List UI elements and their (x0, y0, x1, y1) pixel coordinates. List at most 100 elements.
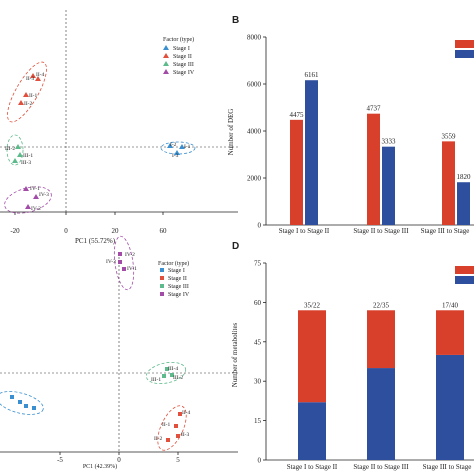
panel-c-xtick: 0 (117, 456, 121, 464)
panel-c-point-label: III-4 (168, 366, 178, 372)
panel-d-ytick: 75 (254, 260, 262, 268)
panel-d-bar-segment (436, 310, 464, 355)
panel-a-legend-marker (163, 53, 169, 58)
panel-a-point (17, 152, 23, 157)
panel-a-point-label: IV-1 (30, 186, 40, 192)
panel-c-legend-entry: Stage I (168, 268, 185, 274)
panel-c-legend-entry: Stage IV (168, 292, 190, 298)
panel-a-legend-entry: Stage II (173, 54, 192, 60)
panel-b-data-label: 3559 (442, 132, 457, 140)
panel-a-xlabel: PC1 (55.72%) (75, 237, 116, 245)
panel-a-point (23, 186, 29, 191)
panel-b-ylabel: Number of DEG (227, 109, 235, 156)
panel-b-category: Stage III to Stage (421, 227, 470, 235)
panel-c-point-label: IV-2 (125, 252, 135, 258)
panel-d-category: Stage II to Stage III (353, 463, 409, 471)
panel-b-legend-swatch (455, 40, 474, 48)
panel-c-legend-title: Factor (type) (158, 260, 189, 267)
panel-b-legend-swatch (455, 50, 474, 58)
panel-a-point (174, 150, 180, 155)
panel-b-label: B (232, 15, 239, 26)
panel-c-legend-entry: Stage III (168, 284, 189, 290)
panel-a-point (179, 144, 185, 149)
panel-c-point (162, 374, 166, 378)
panel-a-point-label: IV-3 (39, 192, 49, 198)
panel-c-legend-marker (160, 284, 164, 288)
panel-c-point-label: II-1 (162, 422, 170, 428)
panel-a-point-label: II-1 (29, 93, 37, 99)
panel-b-category: Stage I to Stage II (279, 227, 330, 235)
panel-d-bar-segment (436, 354, 464, 460)
panel-b-yticks: 0 2000 4000 6000 8000 (247, 34, 266, 230)
panel-d-category: Stage I to Stage II (287, 463, 338, 471)
panel-b-category: Stage II to Stage III (353, 227, 409, 235)
panel-a-legend-entry: Stage III (173, 62, 194, 68)
panel-d-top-label: 17/40 (442, 301, 458, 309)
panel-a-stage4-ellipse (4, 186, 52, 214)
panel-c-point-label: II-3 (181, 432, 189, 438)
panel-d-legend-swatch (455, 266, 474, 274)
panel-c-stage3-ellipse (145, 361, 187, 385)
panel-c-legend-marker (160, 292, 164, 296)
panel-b-data-label: 6161 (305, 71, 320, 79)
panel-c-point (32, 406, 36, 410)
panel-a-point (23, 92, 29, 97)
panel-a-legend-title: Factor (type) (163, 36, 194, 43)
panel-a-point-label: I-1 (184, 144, 191, 150)
panel-d-bar-segment (367, 368, 395, 460)
panel-b-ytick: 2000 (247, 175, 262, 183)
panel-b-bar (367, 113, 380, 225)
panel-d-ylabel: Number of metabolites (231, 322, 239, 387)
panel-a-point (12, 158, 18, 163)
panel-a-point-label: I-3 (172, 153, 179, 159)
panel-c-legend-marker (160, 268, 164, 272)
panel-c-point (10, 395, 14, 399)
panel-b-ytick: 6000 (247, 81, 262, 89)
panel-b-data-label: 1820 (457, 173, 472, 181)
panel-d-ytick: 0 (258, 457, 262, 465)
panel-c-point (24, 404, 28, 408)
panel-c-point-label: III-2 (173, 375, 183, 381)
panel-b-data-label: 3333 (382, 138, 397, 146)
panel-a-xtick: 20 (112, 227, 120, 235)
panel-a-point (35, 76, 41, 81)
panel-a-point-label: II-3 (26, 76, 34, 82)
panel-d-bar-segment (298, 402, 326, 460)
panel-a-point-label: II-4 (36, 72, 44, 78)
panel-c-point (118, 252, 122, 256)
panel-c-point (170, 373, 174, 377)
panel-c-stage2-ellipse (157, 405, 187, 451)
panel-c-point (178, 412, 182, 416)
panel-d-bar-segment (298, 310, 326, 403)
panel-a-point (25, 204, 31, 209)
panel-a-xtick: 60 (160, 227, 168, 235)
panel-c-legend-entry: Stage II (168, 276, 187, 282)
panel-c-stage1-ellipse (0, 391, 44, 415)
panel-a-point-label: III-3 (21, 160, 31, 166)
panel-c-legend-marker (160, 276, 164, 280)
panel-c-point-label: IV-3 (106, 259, 116, 265)
panel-c-stage4-ellipse (113, 235, 135, 291)
panel-c-point-label: II-4 (182, 410, 190, 416)
panel-d-ytick: 60 (254, 299, 262, 307)
panel-a-legend-entry: Stage I (173, 46, 190, 52)
panel-a-xtick: -20 (10, 227, 20, 235)
panel-b-bar (290, 119, 303, 225)
panel-b-ytick: 8000 (247, 34, 262, 42)
panel-a-stage1-ellipse (160, 141, 196, 155)
panel-d-bars: 35/22 22/35 17/40 (298, 301, 464, 460)
panel-c-point (174, 424, 178, 428)
panel-b: B 0 2000 4000 6000 8000 Number of DEG 4475 61… (227, 15, 474, 235)
panel-d-category: Stage III to Stage (423, 463, 472, 471)
panel-c-xtick: -5 (57, 456, 63, 464)
panel-a-point (30, 73, 36, 78)
panel-b-ytick: 0 (258, 222, 262, 230)
panel-b-bars: 4475 6161 4737 3333 3559 1820 (290, 71, 472, 226)
panel-c-point (118, 260, 122, 264)
panel-a-point-label: III-2 (5, 146, 15, 152)
panel-c: -5 0 5 PC1 (42.39%) IV-2 IV-3 IV-1 III-4… (0, 235, 238, 470)
panel-c-xlabel: PC1 (42.39%) (83, 463, 117, 470)
panel-b-bar (305, 80, 318, 226)
panel-d-yticks: 0 15 30 45 60 75 (254, 260, 266, 465)
panel-d-label: D (232, 241, 239, 252)
